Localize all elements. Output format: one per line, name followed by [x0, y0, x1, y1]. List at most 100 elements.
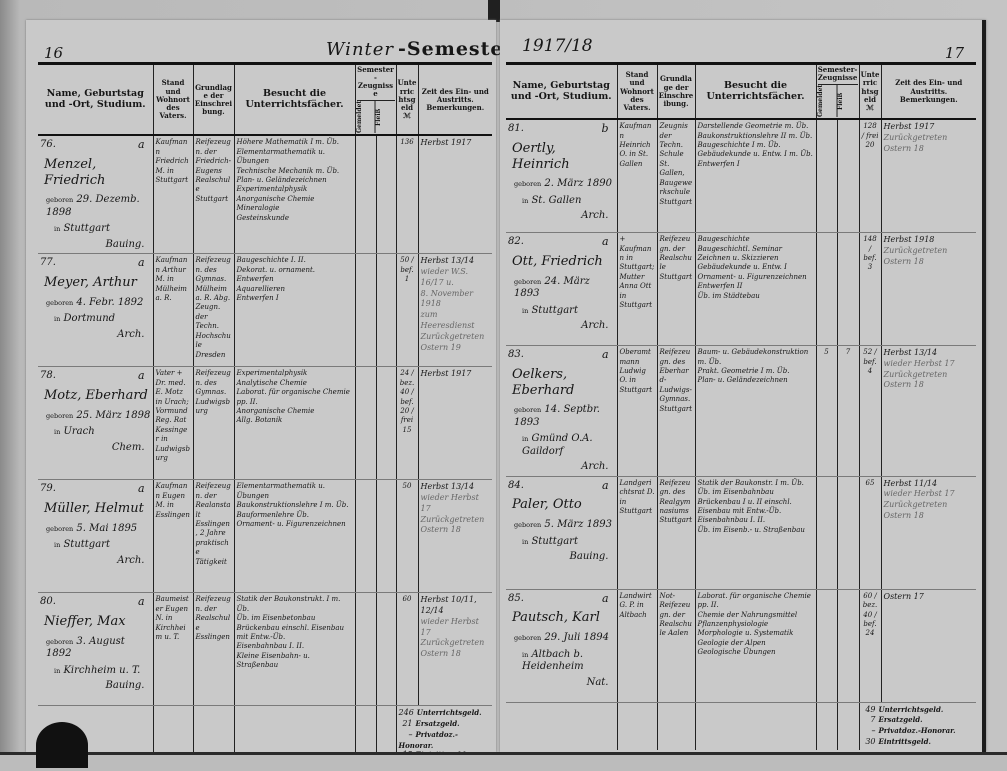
- total-label: Unterrichtsgeld.: [878, 704, 944, 714]
- subject-item: Entwerfen I: [236, 293, 279, 302]
- subjects-cell: Statik der Baukonstr. I m. Üb. Üb. im Eis…: [694, 476, 816, 590]
- subject-item: Laborat. für organische Chemie pp. II.: [697, 591, 811, 610]
- birth-date-line: geboren 5. Mai 1895: [46, 523, 151, 536]
- father-cell: Kaufmann Arthur M. in Mülheim a. R.: [152, 253, 193, 368]
- entry-number: 77.: [40, 257, 56, 269]
- grade-b-cell: [375, 366, 397, 481]
- student-cell: 84. a Paler, Otto geboren 5. März 1893 in St…: [506, 476, 617, 590]
- birth-date: 29. Dezemb. 1898: [46, 194, 140, 218]
- entry-header: 84. a: [508, 479, 615, 494]
- dates-cell: Herbst 1917 Zurückgetreten Ostern 18: [880, 119, 977, 234]
- subject-item: Analytische Chemie: [236, 378, 307, 387]
- tuition-cell: 136: [395, 135, 419, 255]
- subject-item: Höhere Mathematik I m. Üb.: [236, 138, 340, 147]
- entry-section: a: [601, 478, 609, 492]
- birth-place-line: in Urach: [54, 426, 151, 439]
- register-table: Name, Geburtstag und -Ort, Studium. Stand…: [506, 62, 977, 750]
- date-remark: Zurückgetreten Ostern 18: [883, 132, 948, 153]
- subject-item: Entwerfen I: [697, 159, 740, 168]
- entry-section: a: [601, 235, 609, 249]
- total-value: 7: [870, 715, 876, 725]
- header-zeugnis-a: Gemeldet: [355, 101, 363, 134]
- entry-section: a: [601, 591, 609, 605]
- student-name: Menzel, Friedrich: [44, 157, 106, 188]
- subjects-cell: Darstellende Geometrie m. Üb. Baukonstruk…: [694, 119, 816, 234]
- entry-header: 76. a: [40, 138, 151, 153]
- student-cell: 76. a Menzel, Friedrich geboren 29. Dezemb.…: [38, 135, 153, 255]
- date-remark: Herbst 13/14: [420, 256, 475, 266]
- subject-item: Gebäudekunde u. Entw. I: [697, 263, 787, 272]
- footer-cell: [836, 702, 860, 750]
- birth-date-line: geboren 29. Juli 1894: [514, 632, 615, 645]
- birth-place-line: in Altbach b. Heidenheim: [522, 649, 615, 674]
- student-name: Ott, Friedrich: [512, 253, 603, 269]
- birth-date-line: geboren 2. März 1890: [514, 178, 615, 191]
- entry-number: 79.: [40, 483, 56, 495]
- date-remark: Zurückgetreten Ostern 19: [420, 331, 485, 352]
- total-label: Ersatzgeld.: [415, 719, 460, 729]
- date-remark: Herbst 13/14: [420, 482, 475, 492]
- entry-section: a: [601, 348, 609, 362]
- date-remark: Herbst 13/14: [883, 348, 938, 358]
- header-row: Name, Geburtstag und -Ort, Studium. Stand…: [38, 62, 493, 137]
- footer-cell: [506, 702, 617, 750]
- date-remark: Herbst 11/14: [883, 478, 938, 488]
- subject-item: Baugeschichtl. Seminar: [697, 244, 782, 253]
- born-label: geboren: [514, 277, 542, 286]
- birth-date: 14. Septbr. 1893: [514, 404, 600, 428]
- birth-place: Kirchheim u. T.: [63, 664, 141, 676]
- header-subjects: Besucht die Unterrichtsfächer.: [233, 62, 355, 137]
- scan-edge: [0, 752, 1007, 771]
- footer-cell: [694, 702, 816, 750]
- subject-item: Aquarellieren: [236, 284, 286, 293]
- entry-number: 80.: [40, 596, 56, 608]
- subject-item: Statik der Baukonstrukt. I m. Üb.: [236, 595, 341, 613]
- in-label: in: [522, 435, 529, 444]
- subject-item: Baum- u. Gebäudekonstruktion m. Üb.: [697, 348, 809, 366]
- subject-item: Eisenbahnbau I. II.: [697, 516, 766, 525]
- subject-item: Dekorat. u. ornament. Entwerfen: [236, 265, 316, 284]
- header-zeugnisse-label: Semester-Zeugnisse: [817, 65, 858, 83]
- born-label: geboren: [46, 524, 74, 533]
- header-zeugnisse: Semester-Zeugnisse Gemeldet Fleiß: [354, 62, 397, 137]
- entry-section: a: [137, 138, 145, 152]
- subject-item: Üb. im Städtebau: [697, 291, 760, 300]
- field-of-study: Arch.: [581, 320, 609, 332]
- grade-b-cell: [375, 592, 397, 707]
- born-label: geboren: [514, 406, 542, 415]
- tuition-cell: 24 / bez. 40 / bef. 20 / frei 15: [395, 366, 419, 481]
- total-label: Eintrittsgeld.: [878, 737, 931, 747]
- field-of-study: Nat.: [586, 676, 609, 688]
- table-row: 77. a Meyer, Arthur geboren 4. Febr. 1892 in…: [38, 253, 493, 368]
- header-stand: Stand und Wohnort des Vaters.: [616, 62, 657, 121]
- born-label: geboren: [46, 411, 74, 420]
- tuition-cell: 50 / bef. 1: [395, 253, 419, 368]
- subject-item: Pflanzenphysiologie: [697, 619, 769, 628]
- father-cell: Oberamtmann Ludwig O. in Stuttgart: [616, 345, 657, 477]
- birth-place: Dortmund: [63, 313, 116, 325]
- subject-item: Gebäudekunde u. Entw. I m. Üb.: [697, 150, 813, 159]
- subject-item: Zeichnen u. Skizzieren: [697, 253, 779, 262]
- entry-header: 78. a: [40, 369, 151, 384]
- footer-cell: [354, 705, 376, 763]
- student-cell: 80. a Nieffer, Max geboren 3. August 1892 in…: [38, 592, 153, 707]
- subject-item: Ornament- u. Figurenzeichnen: [697, 272, 807, 281]
- enrollment-basis-cell: Reifezeugn. des Gymnas. Ludwigsburg: [192, 366, 234, 481]
- field-of-study: Arch.: [581, 210, 609, 222]
- dates-cell: Herbst 13/14 wieder W.S. 16/17 u. 8. Novem…: [417, 253, 493, 368]
- birth-place-line: in Stuttgart: [54, 539, 151, 552]
- table-row: 80. a Nieffer, Max geboren 3. August 1892 in…: [38, 592, 493, 707]
- date-remark: Zurückgetreten Ostern 18: [420, 514, 485, 535]
- student-cell: 83. a Oelkers, Eberhard geboren 14. Septbr.…: [506, 345, 617, 477]
- in-label: in: [522, 306, 529, 315]
- in-label: in: [54, 541, 61, 550]
- birth-date-line: geboren 29. Dezemb. 1898: [46, 194, 151, 219]
- footer-cell: [616, 702, 657, 750]
- student-name: Paler, Otto: [512, 497, 582, 513]
- father-cell: Baumeister Eugen N. in Kirchheim u. T.: [152, 592, 193, 707]
- student-name: Oertly, Heinrich: [512, 140, 570, 172]
- page-totals: 49 Unterrichtsgeld. 7 Ersatzgeld. – Privatdoz…: [858, 702, 977, 750]
- date-remark: Herbst 10/11, 12/14: [420, 595, 477, 616]
- subject-item: Entwerfen II: [697, 282, 743, 291]
- header-zeugnis-a: Gemeldet: [816, 84, 824, 118]
